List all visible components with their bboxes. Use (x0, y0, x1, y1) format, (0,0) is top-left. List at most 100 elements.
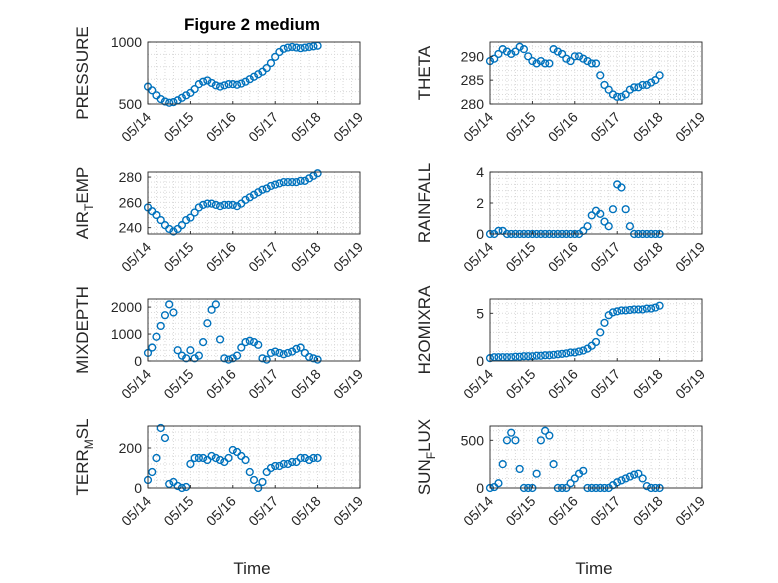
plot-area (148, 426, 360, 488)
data-point (258, 354, 267, 363)
data-point (634, 305, 643, 314)
data-point (292, 178, 301, 187)
data-point (241, 338, 250, 347)
data-point (254, 188, 263, 197)
data-point (283, 348, 293, 358)
data-point (574, 347, 584, 356)
subplot-1: 500 1000 05/14 05/15 05/16 05/17 05/18 05/19 PRE… (73, 26, 366, 145)
x-tick-label: 05/18 (288, 366, 324, 402)
data-point (549, 350, 558, 359)
data-point (152, 453, 161, 463)
plot-area (490, 299, 702, 361)
data-point (292, 344, 301, 353)
data-point (617, 306, 626, 315)
axes-box (489, 425, 703, 489)
y-axis-label: SUNFLUX (415, 419, 438, 495)
axes-box (147, 298, 361, 362)
x-tick-label: 05/14 (118, 366, 154, 402)
data-point (625, 85, 635, 94)
x-axis-label-right: Time (575, 559, 612, 578)
data-point (165, 479, 174, 489)
data-point (228, 445, 237, 455)
y-tick-label: 4 (476, 164, 484, 180)
data-point (224, 200, 233, 209)
data-point (608, 308, 618, 317)
data-point (630, 83, 639, 92)
data-point (182, 354, 191, 363)
data-point (194, 351, 203, 360)
data-point (502, 436, 512, 445)
data-point (215, 82, 225, 91)
plot-area (148, 299, 360, 361)
data-point (228, 80, 237, 89)
data-point (511, 436, 520, 445)
data-point (642, 80, 651, 90)
data-point (275, 461, 284, 471)
x-tick-label: 05/15 (160, 493, 196, 529)
data-point (621, 474, 630, 483)
data-point (515, 42, 524, 51)
y-axis-label: PRESSURE (73, 26, 92, 120)
data-point (232, 80, 242, 89)
data-point (169, 98, 178, 107)
x-tick-label: 05/17 (587, 239, 623, 275)
data-point (305, 352, 314, 362)
data-point (621, 90, 630, 99)
data-point (638, 80, 647, 90)
plot-area (490, 426, 702, 488)
data-point (156, 321, 165, 331)
data-point (182, 482, 191, 492)
data-point (169, 308, 178, 317)
data-point (228, 200, 237, 209)
data-point (211, 200, 220, 209)
data-point (494, 479, 503, 488)
data-point (642, 481, 651, 491)
data-point (266, 181, 276, 191)
subplot-5: 0 1000 2000 05/14 05/15 05/16 05/17 05/18 05/19 M… (73, 286, 366, 402)
figure-title: Figure 2 medium (184, 15, 320, 34)
y-tick-label: 2 (476, 195, 484, 211)
data-point (519, 45, 529, 54)
data-point (579, 54, 588, 63)
data-point (245, 193, 254, 202)
x-tick-label: 05/15 (502, 239, 538, 275)
x-tick-label: 05/19 (672, 493, 708, 529)
y-tick-label: 200 (119, 440, 143, 456)
y-axis-label: MIXDEPTH (73, 286, 92, 374)
grid (147, 41, 361, 105)
data-point (313, 453, 322, 463)
data-point (237, 79, 246, 88)
data-point (600, 217, 609, 226)
data-point (215, 202, 225, 211)
data-point (215, 455, 225, 465)
data-point (152, 332, 161, 341)
data-point (249, 190, 259, 199)
x-tick-label: 05/17 (587, 366, 623, 402)
data-point (148, 86, 157, 95)
y-axis-label: RAINFALL (415, 163, 434, 243)
data-point (249, 475, 259, 485)
y-tick-label: 500 (119, 96, 143, 112)
data-point (169, 227, 178, 236)
data-point (266, 463, 276, 473)
data-point (254, 340, 263, 349)
data-point (625, 305, 635, 315)
data-point (541, 351, 550, 360)
data-point (220, 354, 229, 363)
y-axis-label: THETA (415, 45, 434, 100)
data-point (596, 328, 605, 337)
y-tick-label: 240 (119, 220, 143, 236)
data-point (570, 474, 579, 483)
data-point (220, 200, 229, 209)
data-point (279, 178, 288, 187)
data-point (570, 52, 579, 61)
data-point (271, 52, 280, 61)
data-point (148, 467, 157, 477)
data-point (502, 47, 512, 56)
data-point (507, 49, 516, 59)
data-point (266, 58, 276, 68)
data-point (173, 481, 182, 491)
data-point (283, 459, 293, 469)
data-point (528, 56, 537, 66)
